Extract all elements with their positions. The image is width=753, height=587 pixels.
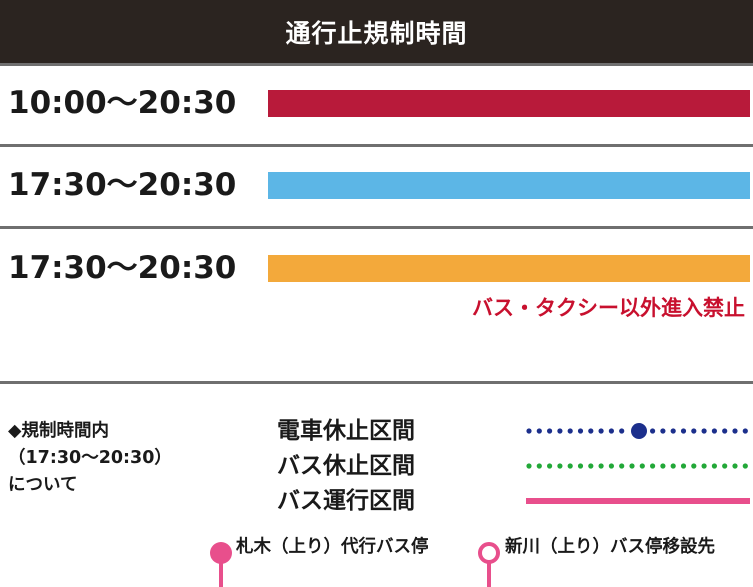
- legend-dot: [577, 463, 584, 469]
- legend-dot: [711, 463, 717, 469]
- legend-dot: [722, 463, 728, 469]
- divider: [0, 144, 753, 147]
- legend-dot: [732, 428, 738, 434]
- legend-dot: [619, 428, 625, 434]
- legend-dot: [608, 463, 614, 469]
- time-range-1: 10:00～20:30: [8, 85, 237, 121]
- legend-dot: [598, 463, 604, 469]
- legend-dot: [742, 463, 748, 469]
- legend-dot: [547, 428, 553, 434]
- legend-dot: [691, 463, 697, 469]
- legend-dot: [650, 428, 656, 434]
- legend-dot: [557, 428, 563, 434]
- legend-line-bus-running: [526, 498, 750, 504]
- filled-pin-icon: [210, 542, 232, 587]
- info-time-range: （17:30～20:30）: [8, 448, 172, 468]
- time-range-3: 17:30～20:30: [8, 250, 237, 286]
- legend-dot: [598, 428, 604, 434]
- page-title: 通行止規制時間: [285, 18, 468, 48]
- legend-dot: [567, 428, 573, 434]
- legend-dot: [536, 428, 542, 434]
- legend-dot: [660, 428, 666, 434]
- legend-dot: [619, 463, 625, 469]
- legend-dot: [680, 428, 687, 434]
- legend-dot: [526, 428, 532, 434]
- legend-dot: [536, 463, 542, 469]
- restriction-bar-1: [268, 90, 750, 117]
- legend-label-bus-suspended: バス休止区間: [277, 453, 415, 479]
- divider: [0, 226, 753, 229]
- hollow-pin-icon: [478, 542, 500, 587]
- legend-dot: [629, 463, 635, 469]
- legend-dot: [639, 463, 645, 469]
- legend-label-bus-running: バス運行区間: [277, 488, 415, 514]
- legend-dot: [711, 428, 717, 434]
- info-heading: ◆規制時間内: [8, 421, 109, 441]
- restriction-bar-2: [268, 172, 750, 199]
- legend-dot: [526, 463, 532, 469]
- legend-dot: [701, 463, 707, 469]
- bus-stop-label-shinkawa: 新川（上り）バス停移設先: [505, 537, 715, 557]
- legend-dot: [588, 428, 594, 434]
- legend-dot: [650, 463, 656, 469]
- divider: [0, 381, 753, 384]
- legend-dot: [742, 428, 748, 434]
- legend-dot: [701, 428, 707, 434]
- restriction-note: バス・タクシー以外進入禁止: [472, 296, 745, 320]
- bus-stop-label-fudaki: 札木（上り）代行バス停: [236, 537, 429, 557]
- legend-label-train-suspended: 電車休止区間: [277, 418, 415, 444]
- time-range-2: 17:30～20:30: [8, 167, 237, 203]
- legend-dot: [557, 463, 563, 469]
- legend-dot: [670, 428, 676, 434]
- legend-dot: [577, 428, 584, 434]
- legend-dot: [722, 428, 728, 434]
- legend-dot: [660, 463, 666, 469]
- train-marker-icon: [631, 423, 647, 439]
- legend-line-train-suspended: [526, 423, 748, 439]
- legend-dot: [670, 463, 676, 469]
- legend-dot: [732, 463, 738, 469]
- divider: [0, 63, 753, 66]
- legend-dot: [608, 428, 614, 434]
- legend-dot: [680, 463, 687, 469]
- legend-dot: [691, 428, 697, 434]
- info-suffix: について: [8, 475, 78, 495]
- legend-line-bus-suspended: [526, 463, 748, 469]
- legend-dot: [588, 463, 594, 469]
- info-block: ◆規制時間内 （17:30～20:30） について: [8, 418, 172, 499]
- legend-dot: [547, 463, 553, 469]
- header-banner: 通行止規制時間: [0, 0, 753, 63]
- legend-dot: [567, 463, 573, 469]
- restriction-bar-3: [268, 255, 750, 282]
